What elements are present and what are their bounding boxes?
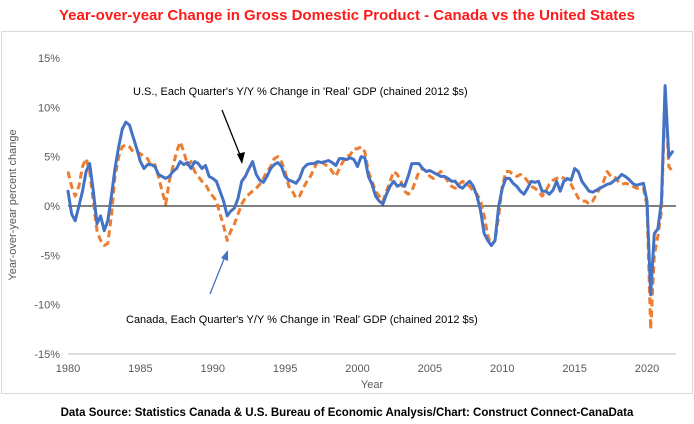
chart-title: Year-over-year Change in Gross Domestic … [59, 7, 635, 24]
x-tick-label: 2015 [562, 363, 586, 375]
x-tick-label: 1990 [201, 363, 225, 375]
y-tick-label: 5% [44, 152, 60, 164]
x-tick-label: 2005 [418, 363, 442, 375]
x-tick-label: 2020 [635, 363, 659, 375]
canada-annotation-label: Canada, Each Quarter's Y/Y % Change in '… [126, 314, 478, 326]
x-tick-labels: 1980 1985 1990 1995 2000 2005 2010 2015 2020 [56, 363, 660, 375]
y-tick-label: 10% [38, 102, 60, 114]
y-tick-label: 15% [38, 53, 60, 65]
x-tick-label: 1985 [128, 363, 152, 375]
us-annotation-arrowhead-icon [237, 152, 245, 164]
us-annotation-label: U.S., Each Quarter's Y/Y % Change in 'Re… [133, 86, 468, 98]
y-tick-label: -10% [34, 300, 60, 312]
x-tick-label: 1980 [56, 363, 80, 375]
x-axis-title: Year [361, 379, 384, 391]
x-tick-label: 1995 [273, 363, 297, 375]
canada-annotation-arrow-line [209, 253, 227, 295]
y-tick-label: -15% [34, 349, 60, 361]
series-layer [66, 84, 674, 331]
series-line-us [66, 84, 674, 297]
us-annotation-arrow-line [221, 109, 243, 161]
x-tick-label: 2010 [490, 363, 514, 375]
x-tick-label: 2000 [345, 363, 369, 375]
y-tick-label: 0% [44, 201, 60, 213]
y-axis-title: Year-over-year percent change [7, 129, 19, 280]
y-tick-labels: -15% -10% -5% 0% 5% 10% 15% [34, 53, 60, 361]
y-tick-label: -5% [40, 250, 60, 262]
series-line-canada [66, 91, 674, 331]
chart-border [1, 31, 693, 394]
canada-annotation-arrowhead-icon [221, 250, 228, 261]
data-source-caption: Data Source: Statistics Canada & U.S. Bu… [61, 407, 634, 419]
